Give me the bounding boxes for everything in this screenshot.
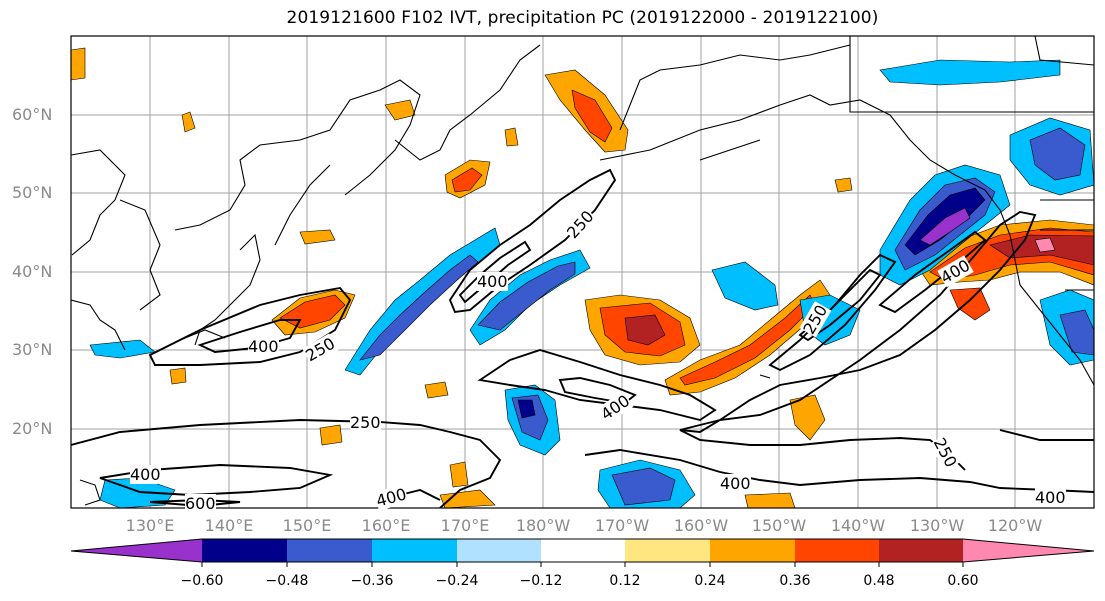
lat-label-20n: 20°N [12,419,53,438]
precip-shading [71,47,1094,508]
colorbar-segment [71,539,202,562]
ivt-contour-400 [558,377,637,405]
colorbar-segment [541,539,625,562]
colorbar-tick-label: 0.36 [779,573,811,589]
lon-label-160w: 160°W [673,516,729,535]
colorbar-segment [879,539,963,562]
precip-blob-positive [834,177,853,193]
precip-blob-negative [89,339,156,359]
precip-blob-negative [477,261,576,331]
colorbar-tick-label: −0.48 [265,573,309,589]
colorbar-segment [202,539,287,562]
lat-label-60n: 60°N [12,105,53,124]
precip-blob-positive [789,394,826,441]
lon-label-170w: 170°W [594,516,650,535]
precip-blob-positive [169,367,187,385]
ivt-contour-250 [999,429,1094,441]
ivt-contours [71,168,1094,508]
colorbar-tick-label: −0.60 [180,573,224,589]
lon-label-130e: 130°E [125,516,175,535]
ivt-contour-250 [679,210,1037,433]
contour-label: 400 [248,337,279,356]
map-frame [70,35,1095,509]
colorbar-tick-label: −0.12 [519,573,563,589]
ivt-contour-400 [99,464,334,496]
colorbar-tick-label: 0.24 [694,573,726,589]
colorbar-segment [287,539,372,562]
precip-blob-positive [299,229,336,245]
precip-blob-negative [611,467,676,506]
colorbar-tick-label: 0.60 [947,573,979,589]
lon-label-120w: 120°W [987,516,1043,535]
colorbar-segment [963,539,1094,562]
precip-blob-positive [424,381,449,399]
precip-blob-positive [384,99,416,121]
lon-label-180w: 180°W [515,516,571,535]
colorbar-tick-label: −0.24 [435,573,479,589]
colorbar-segment [372,539,457,562]
precip-blob-positive [504,127,519,147]
precip-blob-positive [1034,237,1056,253]
precip-blob-positive [319,424,343,446]
lon-label-140w: 140°W [830,516,886,535]
ivt-contour-250 [448,168,617,314]
precip-blob-negative [517,399,536,419]
colorbar-tick-label: 0.48 [863,573,895,589]
ivt-contour-400 [197,319,302,353]
contour-label: 400 [477,272,508,291]
precip-blob-positive [949,287,991,321]
contour-label: 600 [185,494,216,513]
contour-label: 400 [720,474,751,493]
colorbar-segment [710,539,795,562]
ivt-contour-250 [71,419,502,508]
ivt-contour-400 [458,240,532,304]
precip-blob-negative [879,59,1061,86]
lon-label-130w: 130°W [909,516,965,535]
precip-blob-positive [181,111,196,133]
lat-label-50n: 50°N [12,183,53,202]
ivt-contour-400 [584,449,1094,493]
contour-label: 250 [350,413,381,432]
ivt-contour-400 [878,230,987,314]
precip-blob-negative [919,207,971,246]
precip-blob-positive [744,492,796,508]
precip-blob-positive [451,167,483,193]
colorbar-segment [795,539,879,562]
colorbar-segment [625,539,710,562]
colorbar-tick-label: 0.12 [609,573,641,589]
precip-blob-negative [711,261,779,311]
lon-label-170e: 170°E [440,516,490,535]
precip-blob-positive [624,314,666,346]
precip-blob-negative [1029,127,1086,181]
contour-label: 400 [1035,488,1066,507]
ivt-contour-250 [148,286,352,366]
map-title: 2019121600 F102 IVT, precipitation PC (2… [286,8,879,28]
ivt-contour-600 [149,499,241,507]
precip-blob-negative [1059,309,1094,356]
ivt-contour-400 [477,349,717,422]
lon-label-150w: 150°W [751,516,807,535]
lon-label-150e: 150°E [282,516,332,535]
precip-blob-positive [571,89,613,143]
precip-blob-positive [71,47,86,81]
lat-label-40n: 40°N [12,262,53,281]
precip-blob-positive [449,461,469,488]
precip-blob-negative [359,254,479,361]
contour-label: 400 [130,465,161,484]
colorbar-segment [457,539,541,562]
lon-label-140e: 140°E [204,516,254,535]
colorbar-tick-label: −0.36 [350,573,394,589]
lon-label-160e: 160°E [361,516,411,535]
lat-label-30n: 30°N [12,340,53,359]
colorbar [70,538,1095,567]
